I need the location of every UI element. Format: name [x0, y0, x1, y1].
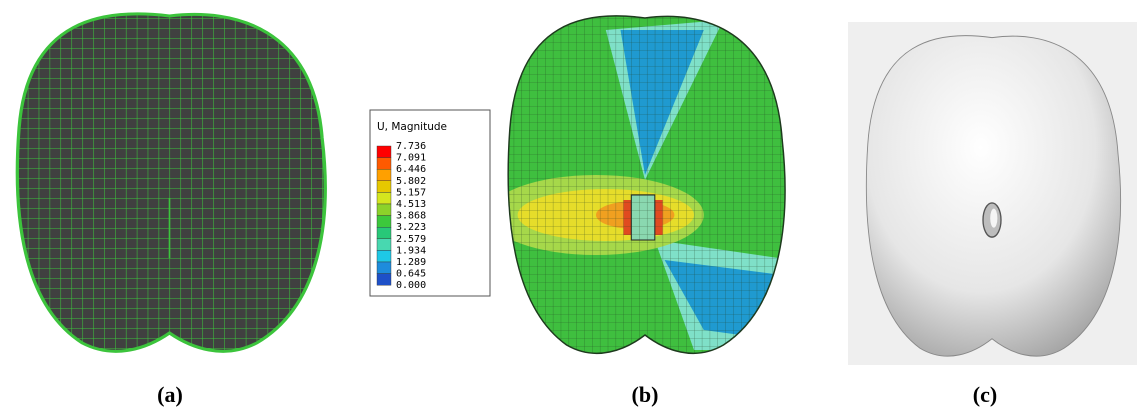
legend-value: 4.513: [396, 199, 426, 210]
contour-model: [488, 10, 792, 370]
legend-swatch: [377, 227, 391, 239]
legend-swatch: [377, 192, 391, 204]
page: {"panels": [ {"label": "(a)"}, {"label":…: [0, 0, 1137, 416]
figure: U, Magnitude 7.7367.0916.4465.8025.1574.…: [0, 0, 1137, 416]
legend-swatch: [377, 204, 391, 216]
legend-value: 7.736: [396, 141, 426, 152]
legend-swatch: [377, 169, 391, 181]
legend-value: 3.868: [396, 211, 426, 222]
legend-swatch: [377, 181, 391, 193]
legend-swatch: [377, 274, 391, 286]
panel-label: (b): [632, 382, 659, 407]
legend-value: 3.223: [396, 222, 426, 233]
legend-value: 6.446: [396, 164, 426, 175]
mesh-model: [6, 8, 333, 368]
legend-value: 5.802: [396, 176, 426, 187]
legend-value: 7.091: [396, 153, 426, 164]
legend-value: 2.579: [396, 234, 426, 245]
legend-swatch: [377, 262, 391, 274]
legend-swatch: [377, 239, 391, 251]
legend-swatch: [377, 146, 391, 158]
legend-swatch: [377, 250, 391, 262]
legend-title: U, Magnitude: [377, 121, 447, 133]
legend-value: 1.934: [396, 245, 426, 256]
legend-value: 1.289: [396, 257, 426, 268]
rendered-model: [866, 36, 1120, 357]
panel-label: (c): [973, 382, 997, 407]
legend-swatch: [377, 158, 391, 170]
legend: U, Magnitude 7.7367.0916.4465.8025.1574.…: [370, 110, 490, 296]
panel-label: (a): [157, 382, 183, 407]
legend-value: 0.645: [396, 269, 426, 280]
legend-swatch: [377, 216, 391, 228]
legend-value: 5.157: [396, 187, 426, 198]
legend-value: 0.000: [396, 280, 426, 291]
